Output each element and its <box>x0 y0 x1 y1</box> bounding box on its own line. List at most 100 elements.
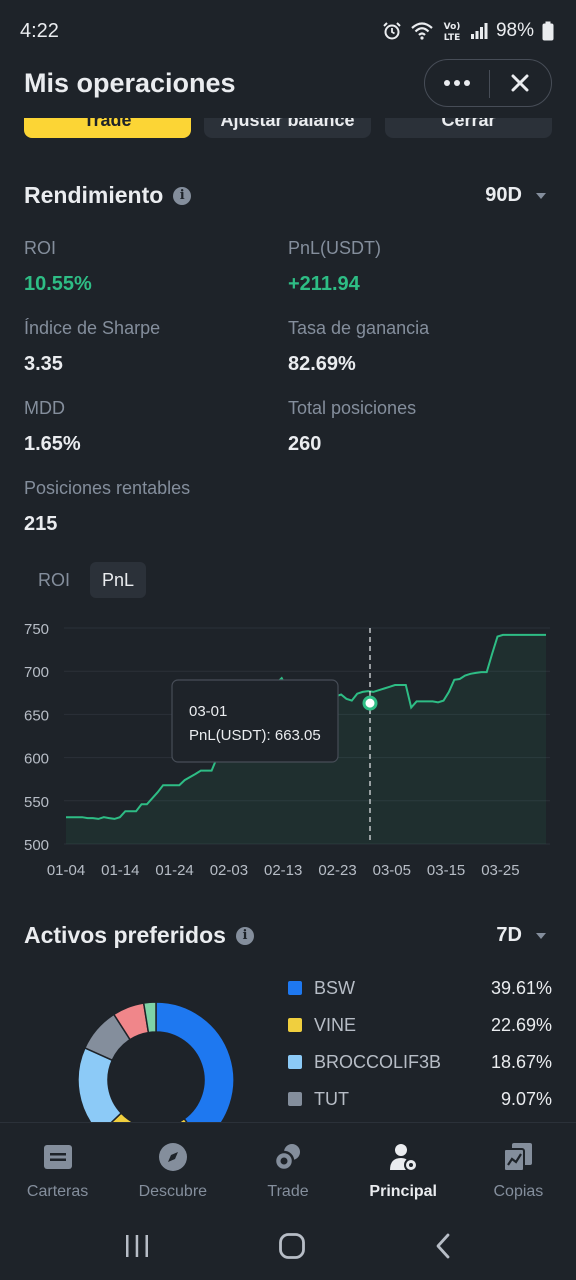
x-tick-label: 02-03 <box>210 862 248 879</box>
y-tick-label: 500 <box>24 837 49 854</box>
tooltip-value: PnL(USDT): 663.05 <box>189 727 321 744</box>
nav-copias[interactable]: Copias <box>461 1123 576 1212</box>
adjust-balance-button[interactable]: Ajustar balance <box>204 118 371 138</box>
pnl-value: +211.94 <box>288 273 360 295</box>
svg-text:LTE: LTE <box>444 33 461 42</box>
header-divider <box>489 70 490 98</box>
x-tick-label: 02-23 <box>318 862 356 879</box>
legend-item: BSW 39.61% <box>288 976 552 1000</box>
legend-asset-pct: 18.67% <box>490 1051 552 1072</box>
page-title: Mis operaciones <box>24 67 236 98</box>
legend-item: VINE 22.69% <box>288 1013 552 1037</box>
x-tick-label: 01-14 <box>101 862 139 879</box>
pnl-chart[interactable]: 750 700 650 600 550 500 01-04 01-14 01-24 02-03 02… <box>0 610 576 890</box>
trade-icon <box>272 1141 304 1173</box>
y-tick-label: 650 <box>24 707 49 724</box>
battery-level: 98% <box>495 20 534 41</box>
legend-swatch <box>288 981 302 995</box>
status-icons: Vo) LTE 98% <box>382 20 554 42</box>
status-time: 4:22 <box>20 19 59 42</box>
x-tick-label: 01-04 <box>47 862 85 879</box>
performance-period-value: 90D <box>485 184 522 206</box>
win-rate-label: Tasa de ganancia <box>288 318 430 338</box>
signal-icon <box>470 23 488 39</box>
donut-slice-vine <box>110 1112 188 1122</box>
nav-label: Trade <box>267 1183 309 1200</box>
close-position-button[interactable]: Cerrar <box>385 118 552 138</box>
pnl-label: PnL(USDT) <box>288 238 382 258</box>
total-positions-value: 260 <box>288 433 322 455</box>
wallet-icon <box>42 1141 74 1173</box>
tab-pnl[interactable]: PnL <box>90 562 147 598</box>
profitable-positions-label: Posiciones rentables <box>24 478 191 498</box>
action-tabs: Trade Ajustar balance Cerrar <box>24 118 552 138</box>
y-tick-label: 600 <box>24 751 49 768</box>
trade-tab-button[interactable]: Trade <box>24 118 191 138</box>
nav-label: Carteras <box>26 1183 89 1200</box>
system-nav-bar <box>0 1212 576 1280</box>
nav-trade[interactable]: Trade <box>230 1123 345 1212</box>
legend-asset-name: BSW <box>314 977 356 998</box>
close-button[interactable] <box>488 59 551 107</box>
nav-descubre[interactable]: Descubre <box>115 1123 230 1212</box>
x-tick-label: 03-15 <box>427 862 465 879</box>
more-button[interactable] <box>425 59 488 107</box>
nav-label: Copias <box>493 1183 544 1200</box>
performance-period-select[interactable]: 90D <box>485 184 546 207</box>
total-positions-label: Total posiciones <box>288 398 417 418</box>
x-tick-label: 03-05 <box>373 862 411 879</box>
assets-donut-chart <box>77 1001 235 1122</box>
x-tick-label: 02-13 <box>264 862 302 879</box>
assets-period-select[interactable]: 7D <box>496 924 546 947</box>
recent-apps-icon[interactable] <box>123 1233 151 1259</box>
nav-label: Principal <box>369 1183 437 1200</box>
legend-swatch <box>288 1055 302 1069</box>
legend-asset-name: TUT <box>314 1088 349 1109</box>
header-actions <box>424 59 552 107</box>
mdd-label: MDD <box>24 398 65 418</box>
nav-carteras[interactable]: Carteras <box>0 1123 115 1212</box>
legend-swatch <box>288 1018 302 1032</box>
sharpe-label: Índice de Sharpe <box>24 318 161 338</box>
legend-asset-name: BROCCOLIF3B <box>314 1051 442 1072</box>
donut-slice-bsw <box>155 1001 235 1122</box>
tab-roi[interactable]: ROI <box>38 569 71 590</box>
preferred-assets-title: Activos preferidos i <box>24 922 254 949</box>
tooltip-date: 03-01 <box>189 703 227 720</box>
info-icon[interactable]: i <box>235 926 254 945</box>
legend-swatch <box>288 1092 302 1106</box>
donut-slice-other <box>142 1001 157 1034</box>
legend-asset-pct: 22.69% <box>490 1014 552 1035</box>
sharpe-value: 3.35 <box>24 353 63 375</box>
back-icon[interactable] <box>433 1232 453 1260</box>
win-rate-value: 82.69% <box>288 353 356 375</box>
info-icon[interactable]: i <box>173 186 192 205</box>
chevron-down-icon <box>536 192 546 199</box>
performance-title-text: Rendimiento <box>24 182 164 208</box>
copy-icon <box>502 1141 534 1173</box>
highlight-point <box>362 695 378 711</box>
volte-icon: Vo)LTE <box>444 22 461 42</box>
legend-item: BROCCOLIF3B 18.67% <box>288 1050 552 1074</box>
home-icon[interactable] <box>278 1232 306 1260</box>
performance-title: Rendimiento i <box>24 182 192 209</box>
y-tick-label: 700 <box>24 664 49 681</box>
x-tick-label: 01-24 <box>155 862 193 879</box>
donut-slice-broccolif3b <box>77 1046 123 1122</box>
legend-item: TUT 9.07% <box>288 1087 552 1111</box>
close-icon <box>511 74 528 92</box>
y-tick-label: 750 <box>24 621 49 638</box>
battery-icon <box>542 21 554 41</box>
chevron-down-icon <box>536 932 546 939</box>
principal-icon <box>387 1141 419 1173</box>
y-tick-label: 550 <box>24 794 49 811</box>
nav-principal[interactable]: Principal <box>346 1123 461 1212</box>
profitable-positions-value: 215 <box>24 513 58 535</box>
legend-asset-name: VINE <box>314 1014 357 1035</box>
preferred-assets-title-text: Activos preferidos <box>24 922 226 948</box>
nav-label: Descubre <box>138 1183 208 1200</box>
svg-text:Vo): Vo) <box>444 22 461 32</box>
roi-label: ROI <box>24 238 57 258</box>
x-tick-label: 03-25 <box>481 862 519 879</box>
chart-tabs: ROI PnL <box>26 562 147 598</box>
